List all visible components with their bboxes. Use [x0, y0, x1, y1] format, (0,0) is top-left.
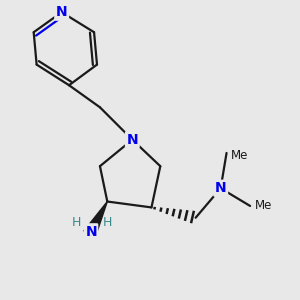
Text: N: N: [85, 225, 97, 238]
Text: H: H: [72, 216, 81, 229]
Polygon shape: [84, 202, 107, 237]
Text: N: N: [56, 5, 68, 19]
Text: N: N: [215, 181, 226, 195]
Text: H: H: [103, 216, 112, 229]
Text: N: N: [127, 133, 138, 147]
Text: Me: Me: [254, 200, 272, 212]
Text: Me: Me: [231, 149, 248, 162]
